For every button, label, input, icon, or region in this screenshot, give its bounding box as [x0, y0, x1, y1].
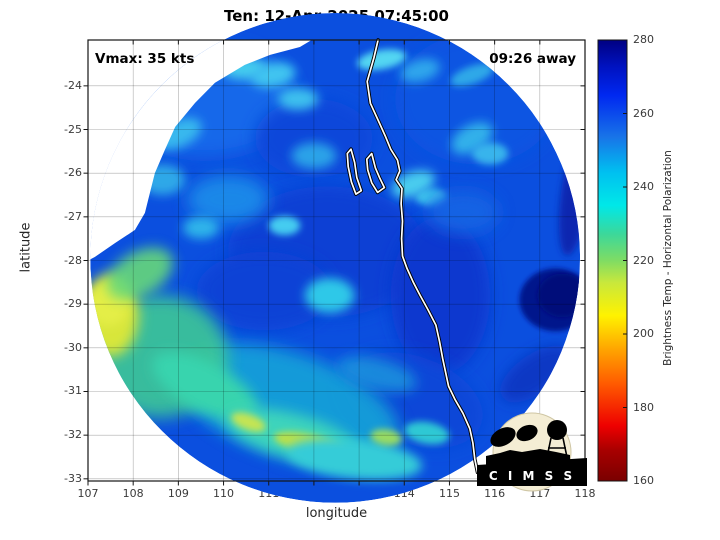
x-tick-label: 115: [438, 487, 460, 500]
axis-box: [87, 39, 586, 482]
y-tick-label: -25: [64, 122, 82, 136]
colorbar-ticks: [623, 39, 627, 482]
y-tick-label: -24: [64, 78, 82, 92]
y-tick-label: -28: [64, 253, 82, 267]
colorbar-tick-label: 280: [633, 33, 654, 46]
eta-annotation: 09:26 away: [489, 51, 576, 67]
y-tick-label: -26: [64, 166, 82, 180]
vmax-annotation: Vmax: 35 kts: [95, 51, 195, 67]
y-tick-label: -33: [64, 471, 82, 485]
colorbar-tick-label: 240: [633, 180, 654, 193]
cimss-logo: C I M S S: [477, 412, 587, 492]
y-tick-label: -30: [64, 340, 82, 354]
logo-banner: [477, 458, 587, 486]
x-tick-label: 107: [77, 487, 99, 500]
satellite-swath: [90, 12, 581, 503]
x-tick-label: 109: [167, 487, 189, 500]
satellite-dish-icon: [490, 427, 516, 447]
colorbar-tick-label: 160: [633, 474, 654, 487]
x-tick-label: 110: [213, 487, 235, 500]
coastline: [345, 38, 480, 475]
logo-text: C I M S S: [489, 469, 575, 483]
colorbar-tick-label: 260: [633, 106, 654, 120]
colorbar-tick-label: 180: [633, 400, 654, 414]
x-tick-label: 116: [484, 487, 506, 500]
y-tick-label: -32: [64, 428, 82, 442]
y-tick-label: -27: [64, 209, 82, 223]
x-tick-label: 118: [574, 487, 596, 500]
y-tick-label: -29: [64, 297, 82, 311]
x-axis-label: longitude: [305, 506, 368, 521]
colorbar-tick-label: 200: [633, 327, 654, 340]
colorbar-tick-label: 220: [633, 253, 654, 267]
x-tick-label: 108: [122, 487, 144, 500]
satellite-dish-icon: [516, 424, 538, 442]
y-tick-label: -31: [64, 384, 82, 398]
colorbar: [597, 39, 628, 482]
